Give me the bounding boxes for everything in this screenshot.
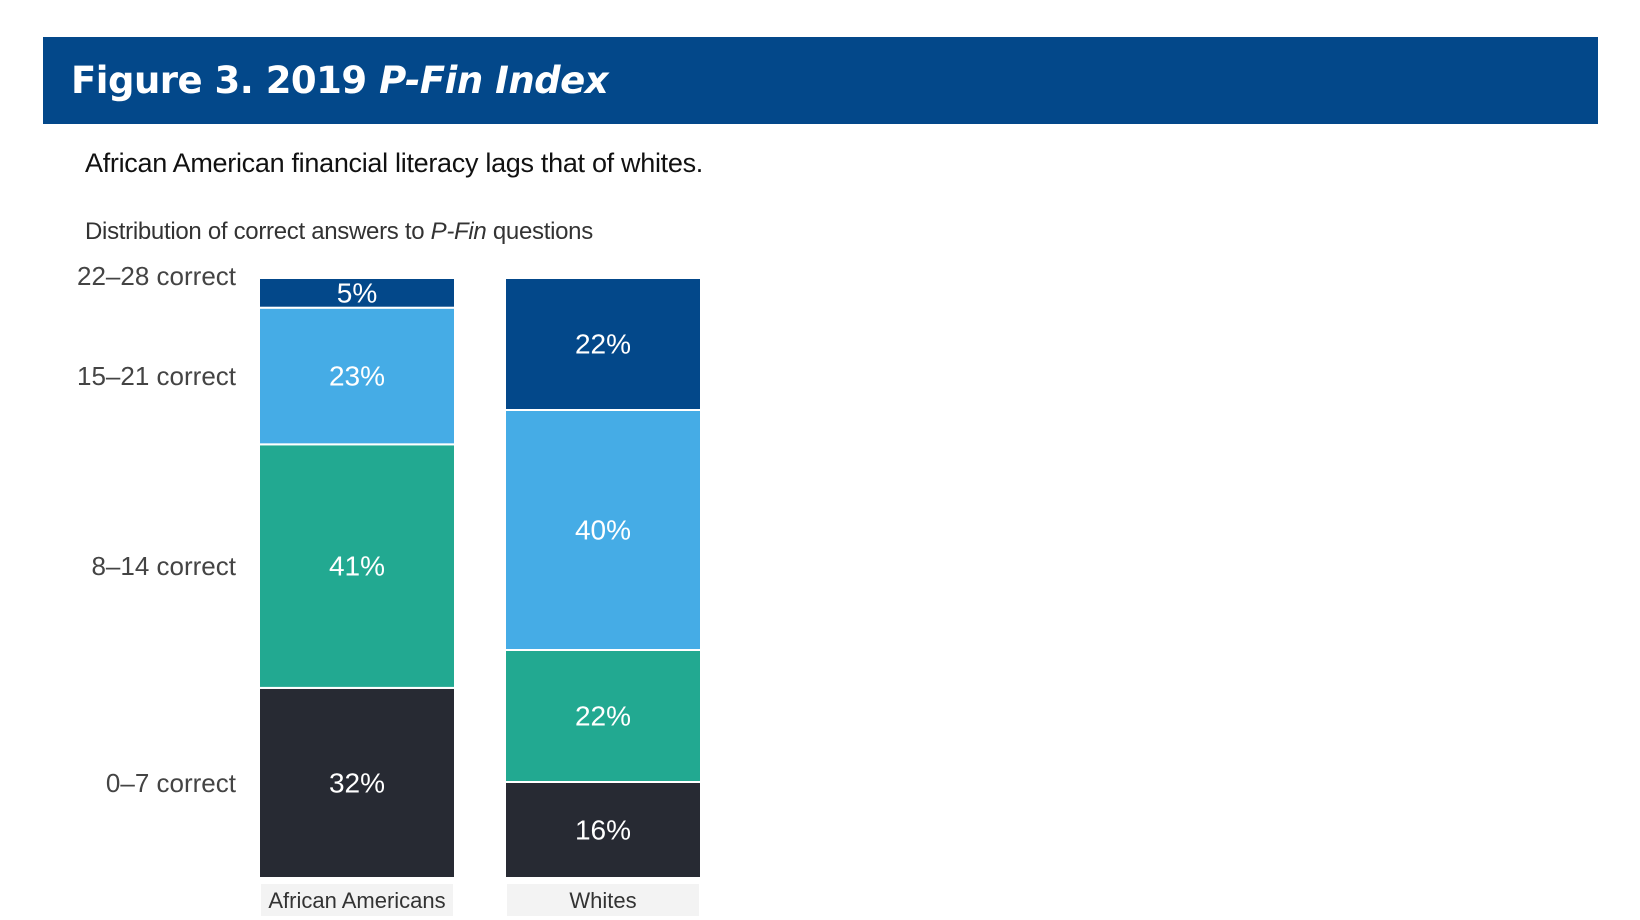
data-label-african-americans-8-14-correct: 41% bbox=[329, 551, 385, 582]
category-label-whites: Whites bbox=[569, 888, 636, 913]
bar-segment-whites-8-14-correct bbox=[504, 649, 702, 783]
caption-prefix: Distribution of correct answers to bbox=[85, 218, 431, 245]
legend-label-15-21-correct: 15–21 correct bbox=[77, 361, 237, 391]
bar-segment-african-americans-8-14-correct bbox=[258, 443, 456, 689]
chart-subtitle: African American financial literacy lags… bbox=[85, 148, 703, 178]
figure-banner: Figure 3. 2019 P-Fin Index bbox=[43, 37, 1598, 124]
data-label-african-americans-15-21-correct: 23% bbox=[329, 361, 385, 392]
data-label-whites-0-7-correct: 16% bbox=[575, 815, 631, 846]
data-label-whites-15-21-correct: 40% bbox=[575, 515, 631, 546]
bar-segment-whites-22-28-correct bbox=[504, 277, 702, 411]
chart-caption: Distribution of correct answers to P-Fin… bbox=[85, 218, 593, 246]
category-label-african-americans: African Americans bbox=[268, 888, 445, 913]
data-label-african-americans-22-28-correct: 5% bbox=[337, 277, 377, 308]
data-label-african-americans-0-7-correct: 32% bbox=[329, 767, 385, 798]
bar-segment-african-americans-22-28-correct bbox=[258, 277, 456, 309]
figure-title: Figure 3. 2019 P-Fin Index bbox=[71, 37, 609, 124]
figure-label-italic: P-Fin Index bbox=[379, 59, 609, 102]
category-label-background bbox=[261, 884, 453, 916]
data-label-whites-8-14-correct: 22% bbox=[575, 701, 631, 732]
caption-suffix: questions bbox=[486, 218, 593, 245]
bar-segment-whites-15-21-correct bbox=[504, 409, 702, 651]
category-label-background bbox=[507, 884, 699, 916]
legend-label-8-14-correct: 8–14 correct bbox=[91, 551, 236, 581]
legend-label-0-7-correct: 0–7 correct bbox=[106, 768, 237, 798]
bar-segment-african-americans-0-7-correct bbox=[258, 686, 456, 880]
bar-segment-whites-0-7-correct bbox=[504, 781, 702, 879]
figure-label: Figure 3. 2019 bbox=[71, 59, 380, 102]
legend-label-22-28-correct: 22–28 correct bbox=[77, 261, 237, 291]
caption-italic: P-Fin bbox=[430, 218, 487, 245]
data-label-whites-22-28-correct: 22% bbox=[575, 329, 631, 360]
